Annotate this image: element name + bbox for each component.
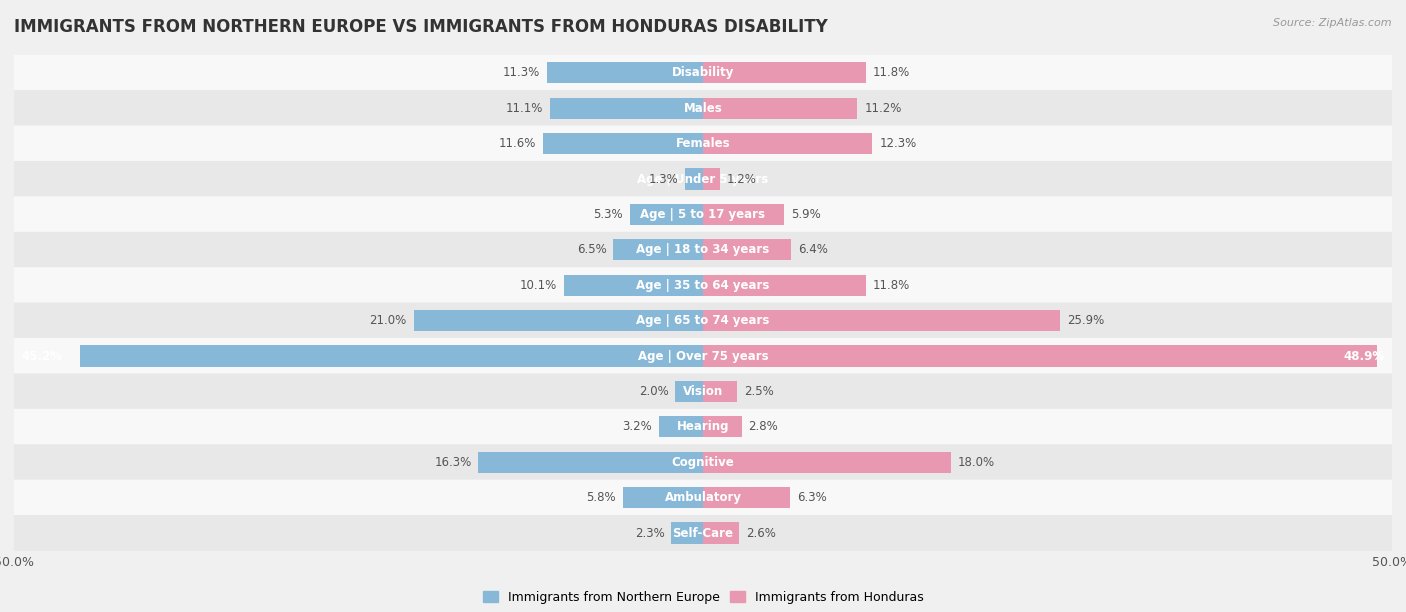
Bar (80, 345, 703, 367)
Bar (703, 62, 866, 83)
FancyBboxPatch shape (14, 409, 1392, 445)
Bar (543, 133, 703, 154)
Text: 11.3%: 11.3% (503, 66, 540, 80)
Bar (671, 523, 703, 543)
Text: 6.3%: 6.3% (797, 491, 827, 504)
Text: 2.0%: 2.0% (638, 385, 669, 398)
Bar (703, 97, 858, 119)
Bar (703, 168, 720, 190)
Text: 11.6%: 11.6% (499, 137, 536, 150)
Bar (703, 345, 1376, 367)
Bar (613, 239, 703, 261)
Text: Age | 18 to 34 years: Age | 18 to 34 years (637, 244, 769, 256)
Bar (623, 487, 703, 509)
Bar (564, 275, 703, 296)
Legend: Immigrants from Northern Europe, Immigrants from Honduras: Immigrants from Northern Europe, Immigra… (478, 586, 928, 609)
Bar (703, 204, 785, 225)
Text: Males: Males (683, 102, 723, 114)
Text: 12.3%: 12.3% (879, 137, 917, 150)
FancyBboxPatch shape (14, 302, 1392, 338)
Bar (703, 487, 790, 509)
Text: 5.9%: 5.9% (792, 208, 821, 221)
Text: Ambulatory: Ambulatory (665, 491, 741, 504)
Text: Vision: Vision (683, 385, 723, 398)
Text: 2.8%: 2.8% (748, 420, 778, 433)
FancyBboxPatch shape (14, 338, 1392, 374)
Text: Source: ZipAtlas.com: Source: ZipAtlas.com (1274, 18, 1392, 28)
Text: Age | 65 to 74 years: Age | 65 to 74 years (637, 314, 769, 327)
Text: 11.2%: 11.2% (865, 102, 901, 114)
Text: Cognitive: Cognitive (672, 456, 734, 469)
FancyBboxPatch shape (14, 90, 1392, 126)
Bar (703, 275, 866, 296)
Text: 6.5%: 6.5% (576, 244, 606, 256)
FancyBboxPatch shape (14, 515, 1392, 551)
Bar (703, 523, 738, 543)
Text: 48.9%: 48.9% (1344, 349, 1385, 362)
FancyBboxPatch shape (14, 232, 1392, 268)
Text: 11.8%: 11.8% (873, 278, 910, 292)
Text: 18.0%: 18.0% (957, 456, 995, 469)
Text: 6.4%: 6.4% (799, 244, 828, 256)
Text: 2.6%: 2.6% (745, 526, 776, 540)
FancyBboxPatch shape (14, 161, 1392, 197)
Bar (659, 416, 703, 438)
Text: Age | Over 75 years: Age | Over 75 years (638, 349, 768, 362)
Bar (703, 310, 1060, 331)
Text: Age | 5 to 17 years: Age | 5 to 17 years (641, 208, 765, 221)
Bar (547, 62, 703, 83)
Text: 16.3%: 16.3% (434, 456, 471, 469)
Text: 21.0%: 21.0% (370, 314, 406, 327)
FancyBboxPatch shape (14, 196, 1392, 233)
FancyBboxPatch shape (14, 480, 1392, 516)
Text: Females: Females (676, 137, 730, 150)
Bar (630, 204, 703, 225)
FancyBboxPatch shape (14, 267, 1392, 304)
Text: 5.8%: 5.8% (586, 491, 616, 504)
Bar (478, 452, 703, 473)
Bar (703, 239, 792, 261)
Text: 10.1%: 10.1% (520, 278, 557, 292)
Bar (703, 133, 873, 154)
FancyBboxPatch shape (14, 54, 1392, 91)
Text: Self-Care: Self-Care (672, 526, 734, 540)
FancyBboxPatch shape (14, 125, 1392, 162)
Text: 5.3%: 5.3% (593, 208, 623, 221)
Text: 25.9%: 25.9% (1067, 314, 1104, 327)
Text: Disability: Disability (672, 66, 734, 80)
Bar (550, 97, 703, 119)
Bar (703, 416, 741, 438)
Text: 1.2%: 1.2% (727, 173, 756, 185)
Text: 2.5%: 2.5% (744, 385, 775, 398)
Text: 1.3%: 1.3% (648, 173, 678, 185)
Text: IMMIGRANTS FROM NORTHERN EUROPE VS IMMIGRANTS FROM HONDURAS DISABILITY: IMMIGRANTS FROM NORTHERN EUROPE VS IMMIG… (14, 18, 828, 36)
FancyBboxPatch shape (14, 373, 1392, 409)
Text: Age | Under 5 years: Age | Under 5 years (637, 173, 769, 185)
Text: 11.1%: 11.1% (506, 102, 543, 114)
Bar (703, 381, 738, 402)
Text: Hearing: Hearing (676, 420, 730, 433)
Text: 45.2%: 45.2% (21, 349, 62, 362)
Text: Age | 35 to 64 years: Age | 35 to 64 years (637, 278, 769, 292)
Bar (703, 452, 950, 473)
Text: 11.8%: 11.8% (873, 66, 910, 80)
FancyBboxPatch shape (14, 444, 1392, 480)
Text: 3.2%: 3.2% (623, 420, 652, 433)
Text: 2.3%: 2.3% (634, 526, 665, 540)
Bar (685, 168, 703, 190)
Bar (675, 381, 703, 402)
Bar (413, 310, 703, 331)
